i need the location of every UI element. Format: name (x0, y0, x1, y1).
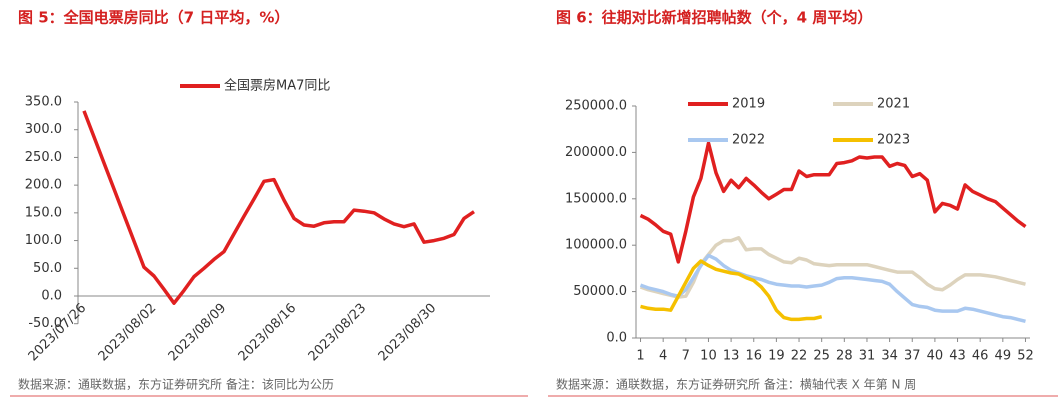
chart-title: 图 6：往期对比新增招聘帖数（个，4 周平均） (556, 9, 872, 27)
y-tick-label: 50.0 (33, 261, 62, 276)
x-tick-label: 34 (881, 349, 898, 364)
chart-title: 图 5：全国电票房同比（7 日平均，%） (18, 9, 289, 27)
y-tick-label: 0.0 (606, 331, 627, 346)
x-tick-label: 13 (723, 349, 740, 364)
x-tick-label: 4 (659, 349, 667, 364)
x-tick-label: 2023/08/30 (376, 301, 440, 365)
legend-label: 2022 (732, 133, 765, 148)
y-tick-label: 50000.0 (573, 284, 627, 299)
x-tick-label: 46 (972, 349, 989, 364)
x-tick-label: 2023/08/23 (306, 301, 370, 365)
y-tick-label: 100.0 (25, 233, 62, 248)
y-tick-label: 350.0 (25, 95, 62, 110)
y-tick-label: 200000.0 (565, 145, 627, 160)
source-note: 数据来源：通联数据，东方证券研究所 备注：横轴代表 X 年第 N 周 (556, 377, 916, 392)
x-tick-label: 37 (904, 349, 921, 364)
x-tick-label: 22 (791, 349, 808, 364)
x-tick-label: 2023/08/02 (96, 301, 160, 365)
y-tick-label: 300.0 (25, 122, 62, 137)
x-tick-label: 49 (995, 349, 1012, 364)
data-line (82, 110, 475, 305)
x-tick-label: 7 (682, 349, 690, 364)
x-tick-label: 19 (768, 349, 785, 364)
source-note: 数据来源：通联数据，东方证券研究所 备注：该同比为公历 (18, 377, 334, 392)
x-tick-label: 10 (700, 349, 717, 364)
y-tick-label: 250.0 (25, 150, 62, 165)
x-tick-label: 40 (927, 349, 944, 364)
data-line (640, 259, 823, 322)
y-tick-label: 150.0 (25, 205, 62, 220)
y-tick-label: 250000.0 (565, 99, 627, 114)
x-tick-label: 52 (1017, 349, 1034, 364)
x-tick-label: 2023/08/16 (236, 301, 300, 365)
legend-label: 2019 (732, 97, 765, 112)
y-tick-label: -50.0 (28, 316, 62, 331)
data-line (639, 141, 1027, 264)
data-line (639, 253, 1026, 323)
y-tick-label: 0.0 (41, 288, 62, 303)
y-tick-label: 150000.0 (565, 191, 627, 206)
x-tick-label: 2023/08/09 (166, 301, 230, 365)
x-tick-label: 31 (859, 349, 876, 364)
x-tick-label: 16 (745, 349, 762, 364)
legend-label: 2021 (877, 97, 910, 112)
x-tick-label: 2023/07/26 (26, 301, 90, 365)
x-tick-label: 28 (836, 349, 853, 364)
x-tick-label: 25 (813, 349, 830, 364)
x-tick-label: 1 (636, 349, 644, 364)
legend-label: 2023 (877, 133, 910, 148)
x-tick-label: 43 (949, 349, 966, 364)
legend-label: 全国票房MA7同比 (224, 78, 330, 94)
y-tick-label: 100000.0 (565, 238, 627, 253)
y-tick-label: 200.0 (25, 178, 62, 193)
